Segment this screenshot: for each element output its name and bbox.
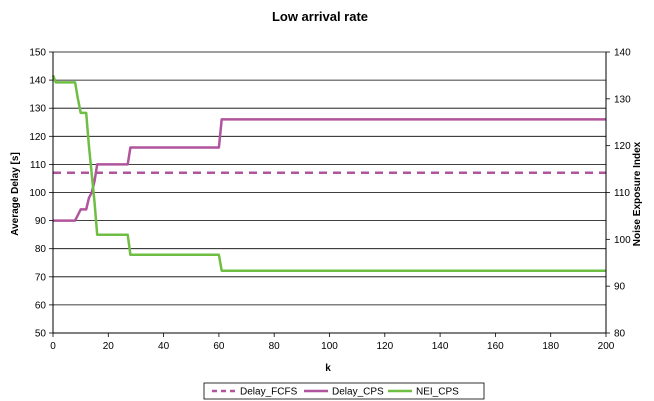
legend-label: Delay_FCFS [240, 387, 298, 398]
legend-label: Delay_CPS [332, 387, 384, 398]
x-tick-label: 120 [376, 341, 393, 352]
right-axis-label: Noise Exposure Index [632, 141, 643, 246]
left-tick-label: 50 [35, 329, 47, 340]
x-tick-label: 180 [542, 341, 559, 352]
left-tick-label: 110 [30, 160, 46, 171]
x-tick-label: 20 [103, 341, 115, 352]
right-tick-label: 90 [614, 282, 626, 293]
x-tick-label: 0 [50, 341, 56, 352]
x-axis-ticks: 0 20 40 60 80 100 120 140 160 180 200 [50, 333, 615, 352]
left-tick-label: 70 [35, 272, 47, 283]
series-layer [51, 74, 606, 272]
left-tick-label: 100 [29, 188, 46, 199]
right-axis-ticks: 80 90 100 110 120 130 140 [606, 48, 631, 340]
right-tick-label: 80 [614, 329, 626, 340]
legend: Delay_FCFS Delay_CPS NEI_CPS [203, 382, 485, 400]
legend-label: NEI_CPS [416, 387, 459, 398]
left-tick-label: 120 [29, 132, 46, 143]
x-tick-label: 40 [158, 341, 170, 352]
series-line-nei-cps [51, 74, 606, 272]
x-tick-label: 100 [321, 341, 338, 352]
gridlines [53, 51, 606, 334]
right-tick-label: 120 [614, 141, 631, 152]
chart-title: Low arrival rate [272, 9, 368, 24]
x-tick-label: 160 [487, 341, 504, 352]
left-tick-label: 90 [35, 216, 47, 227]
legend-box [203, 382, 485, 400]
right-tick-label: 110 [614, 188, 630, 199]
left-axis-ticks: 50 60 70 80 90 100 110 120 130 140 150 [29, 48, 53, 340]
left-tick-label: 150 [29, 48, 46, 59]
x-tick-label: 60 [213, 341, 225, 352]
left-tick-label: 60 [35, 300, 47, 311]
left-tick-label: 130 [29, 104, 46, 115]
left-tick-label: 80 [35, 244, 47, 255]
right-tick-label: 130 [614, 94, 631, 105]
right-tick-label: 100 [614, 235, 631, 246]
x-tick-label: 80 [269, 341, 281, 352]
right-tick-label: 140 [614, 48, 631, 59]
left-tick-label: 140 [29, 76, 46, 87]
x-tick-label: 140 [432, 341, 449, 352]
x-axis-label: k [325, 363, 331, 374]
x-tick-label: 200 [598, 341, 615, 352]
axes [52, 52, 607, 334]
left-axis-label: Average Delay [s] [10, 152, 21, 236]
